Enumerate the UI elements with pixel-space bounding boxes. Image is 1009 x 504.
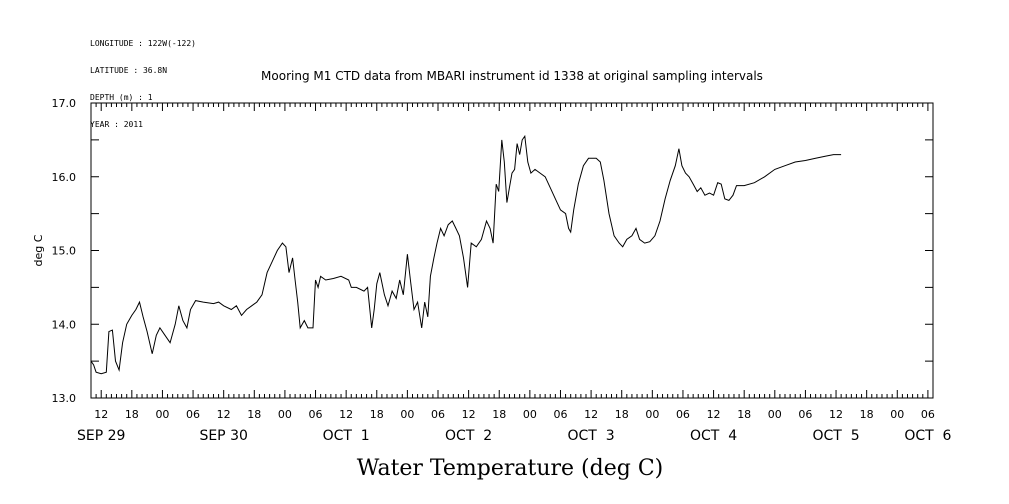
- depth-text: DEPTH (m) : 1: [90, 93, 153, 102]
- x-tick-label: 06: [798, 408, 812, 421]
- x-tick-label: 00: [400, 408, 414, 421]
- y-tick-label: 14.0: [52, 318, 77, 331]
- chart-title: Mooring M1 CTD data from MBARI instrumen…: [261, 69, 763, 83]
- y-tick-label: 16.0: [52, 171, 77, 184]
- x-tick-label: 00: [768, 408, 782, 421]
- x-tick-label: 18: [737, 408, 751, 421]
- x-tick-label: 18: [370, 408, 384, 421]
- x-tick-label: 12: [584, 408, 598, 421]
- x-day-label: OCT 2: [445, 428, 492, 444]
- x-tick-label: 18: [247, 408, 261, 421]
- x-tick-label: 18: [492, 408, 506, 421]
- x-tick-label: 00: [523, 408, 537, 421]
- x-day-label: OCT 3: [568, 428, 615, 444]
- x-tick-label: 18: [125, 408, 139, 421]
- x-day-label: SEP 30: [199, 428, 247, 444]
- x-tick-label: 12: [829, 408, 843, 421]
- x-day-label: OCT 5: [812, 428, 859, 444]
- y-tick-label: 15.0: [52, 245, 77, 258]
- x-tick-label: 00: [890, 408, 904, 421]
- x-tick-label: 00: [278, 408, 292, 421]
- x-tick-label: 00: [645, 408, 659, 421]
- x-tick-label: 06: [921, 408, 935, 421]
- x-tick-label: 06: [431, 408, 445, 421]
- y-axis-label: deg C: [32, 234, 45, 266]
- x-tick-label: 12: [339, 408, 353, 421]
- x-tick-label: 12: [462, 408, 476, 421]
- series-line-0: [90, 134, 842, 375]
- x-tick-label: 12: [94, 408, 108, 421]
- x-day-label: SEP 29: [77, 428, 125, 444]
- year-text: YEAR : 2011: [90, 120, 143, 129]
- plot-frame: [90, 102, 934, 399]
- x-tick-label: 12: [707, 408, 721, 421]
- axis-labels: 13.0 14.0 15.0 16.0 17.0 12 18 00 06 12 18 00 06 12 18…: [52, 97, 952, 444]
- series-layer: [90, 134, 842, 375]
- x-day-label: OCT 6: [904, 428, 951, 444]
- x-tick-label: 12: [217, 408, 231, 421]
- x-tick-label: 18: [860, 408, 874, 421]
- x-day-label: OCT 4: [690, 428, 737, 444]
- x-tick-label: 06: [553, 408, 567, 421]
- x-tick-label: 06: [186, 408, 200, 421]
- x-tick-label: 06: [676, 408, 690, 421]
- y-tick-label: 17.0: [52, 97, 77, 110]
- x-axis-label: Water Temperature (deg C): [357, 456, 664, 481]
- longitude-text: LONGITUDE : 122W(-122): [90, 39, 196, 48]
- x-tick-label: 00: [155, 408, 169, 421]
- x-day-label: OCT 1: [323, 428, 370, 444]
- axis-ticks: [90, 102, 934, 399]
- metadata-block: LONGITUDE : 122W(-122) LATITUDE : 36.8N …: [90, 21, 196, 138]
- x-tick-label: 18: [615, 408, 629, 421]
- latitude-text: LATITUDE : 36.8N: [90, 66, 168, 75]
- y-tick-label: 13.0: [52, 392, 77, 405]
- x-tick-label: 06: [309, 408, 323, 421]
